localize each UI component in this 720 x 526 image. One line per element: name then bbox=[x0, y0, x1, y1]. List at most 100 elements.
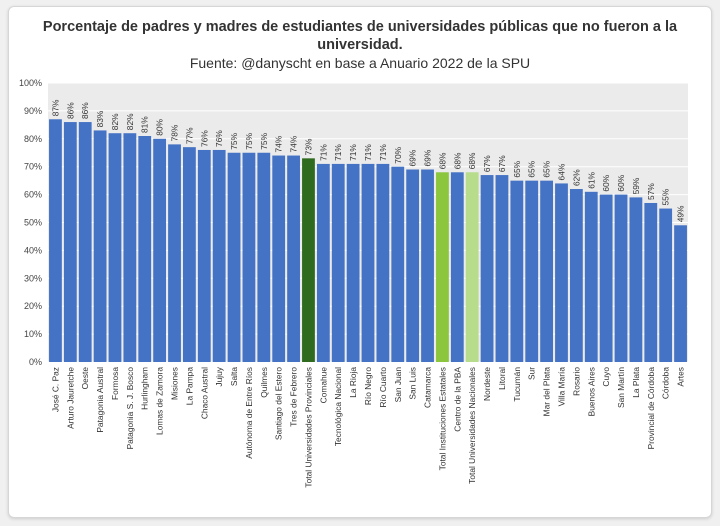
data-label: 60% bbox=[616, 174, 626, 191]
x-tick-label: San Martín bbox=[616, 367, 626, 408]
data-label: 68% bbox=[467, 152, 477, 169]
data-label: 55% bbox=[661, 188, 671, 205]
bar bbox=[331, 163, 345, 362]
bar bbox=[421, 169, 434, 362]
x-tick-label: Río Negro bbox=[363, 367, 373, 406]
x-tick-label: San Juan bbox=[393, 367, 403, 403]
data-label: 86% bbox=[65, 102, 75, 119]
x-tick-label: José C. Paz bbox=[50, 367, 60, 412]
bar bbox=[242, 152, 256, 362]
x-tick-label: Rosario bbox=[571, 367, 581, 396]
bar bbox=[659, 208, 673, 362]
data-label: 57% bbox=[646, 183, 656, 200]
data-label: 77% bbox=[184, 127, 194, 144]
data-label: 82% bbox=[125, 113, 135, 130]
x-tick-label: Litoral bbox=[497, 367, 507, 390]
data-label: 83% bbox=[95, 110, 105, 127]
data-label: 70% bbox=[393, 146, 403, 163]
x-tick-label: Buenos Aires bbox=[586, 367, 596, 416]
y-tick-label: 40% bbox=[24, 245, 42, 255]
data-label: 67% bbox=[482, 155, 492, 172]
x-tick-label: Córdoba bbox=[661, 367, 671, 399]
bar bbox=[540, 180, 554, 362]
x-tick-label: Villa María bbox=[556, 367, 566, 407]
bar bbox=[599, 194, 613, 362]
bar bbox=[361, 163, 375, 362]
bar bbox=[406, 169, 420, 362]
data-label: 60% bbox=[601, 174, 611, 191]
bar bbox=[346, 163, 360, 362]
y-tick-label: 10% bbox=[24, 329, 42, 339]
bar bbox=[49, 119, 62, 363]
bar bbox=[138, 136, 152, 362]
data-label: 69% bbox=[408, 149, 418, 166]
bar bbox=[227, 152, 241, 362]
x-tick-label: Jujuy bbox=[214, 366, 224, 386]
bar bbox=[257, 152, 271, 362]
bar bbox=[674, 225, 687, 362]
y-axis: 0% 10% 20% 30% 40% 50% 60% 70% 80% 90% 100% bbox=[19, 78, 42, 367]
x-tick-label: Arturo Jauretche bbox=[65, 367, 75, 429]
x-tick-label: Patagonia S. J. Bosco bbox=[125, 367, 135, 450]
data-label: 59% bbox=[631, 177, 641, 194]
x-tick-label: Mar del Plata bbox=[542, 367, 552, 417]
data-label: 62% bbox=[571, 169, 581, 186]
x-tick-label: Total Instituciones Estatales bbox=[437, 367, 447, 470]
data-label: 74% bbox=[274, 135, 284, 152]
data-label: 65% bbox=[542, 160, 552, 177]
x-tick-label: Autónoma de Entre Ríos bbox=[244, 367, 254, 459]
data-label: 76% bbox=[214, 130, 224, 147]
bar bbox=[629, 197, 643, 362]
x-tick-label: Nordeste bbox=[482, 367, 492, 401]
bar bbox=[168, 144, 181, 362]
x-tick-label: La Plata bbox=[631, 367, 641, 398]
bar bbox=[197, 149, 211, 362]
bar bbox=[302, 158, 315, 362]
bar bbox=[108, 133, 122, 362]
data-label: 75% bbox=[244, 132, 254, 149]
bar bbox=[63, 122, 77, 362]
data-label: 73% bbox=[303, 138, 313, 155]
bar bbox=[465, 172, 479, 362]
data-label: 65% bbox=[527, 160, 537, 177]
y-tick-label: 0% bbox=[29, 357, 42, 367]
x-tick-label: Tecnológica Nacional bbox=[333, 367, 343, 446]
x-axis: José C. Paz Arturo Jauretche Oeste Patagoni… bbox=[50, 366, 685, 487]
data-label: 81% bbox=[140, 116, 150, 133]
x-tick-label: Formosa bbox=[110, 367, 120, 400]
data-label: 68% bbox=[437, 152, 447, 169]
data-label: 68% bbox=[452, 152, 462, 169]
y-tick-label: 100% bbox=[19, 78, 42, 88]
bar bbox=[153, 138, 167, 362]
x-tick-label: Tres de Febrero bbox=[289, 367, 299, 427]
x-tick-label: Quilmes bbox=[259, 367, 269, 398]
data-label: 49% bbox=[676, 205, 686, 222]
bar bbox=[316, 163, 330, 362]
x-tick-label: Hurlingham bbox=[140, 367, 150, 410]
bar bbox=[480, 175, 494, 362]
bar bbox=[584, 191, 598, 362]
data-label: 71% bbox=[363, 144, 373, 161]
x-tick-label: Lomas de Zamora bbox=[155, 367, 165, 435]
bar bbox=[644, 202, 658, 362]
x-tick-label: San Luis bbox=[408, 367, 418, 400]
x-tick-label: Río Cuarto bbox=[378, 367, 388, 408]
x-tick-label: Catamarca bbox=[423, 367, 433, 408]
data-label: 71% bbox=[318, 144, 328, 161]
bar bbox=[287, 155, 300, 362]
data-label: 71% bbox=[348, 144, 358, 161]
bar bbox=[93, 130, 107, 362]
x-tick-label: Misiones bbox=[170, 367, 180, 400]
data-label: 71% bbox=[333, 144, 343, 161]
data-label: 75% bbox=[259, 132, 269, 149]
x-tick-label: Provincial de Córdoba bbox=[646, 367, 656, 450]
bar bbox=[555, 183, 568, 362]
bar bbox=[78, 122, 92, 362]
data-label: 71% bbox=[378, 144, 388, 161]
x-tick-label: Patagonia Austral bbox=[95, 367, 105, 433]
y-tick-label: 80% bbox=[24, 134, 42, 144]
bar bbox=[436, 172, 449, 362]
data-label: 61% bbox=[586, 171, 596, 188]
chart-title: Porcentaje de padres y madres de estudia… bbox=[42, 19, 678, 53]
